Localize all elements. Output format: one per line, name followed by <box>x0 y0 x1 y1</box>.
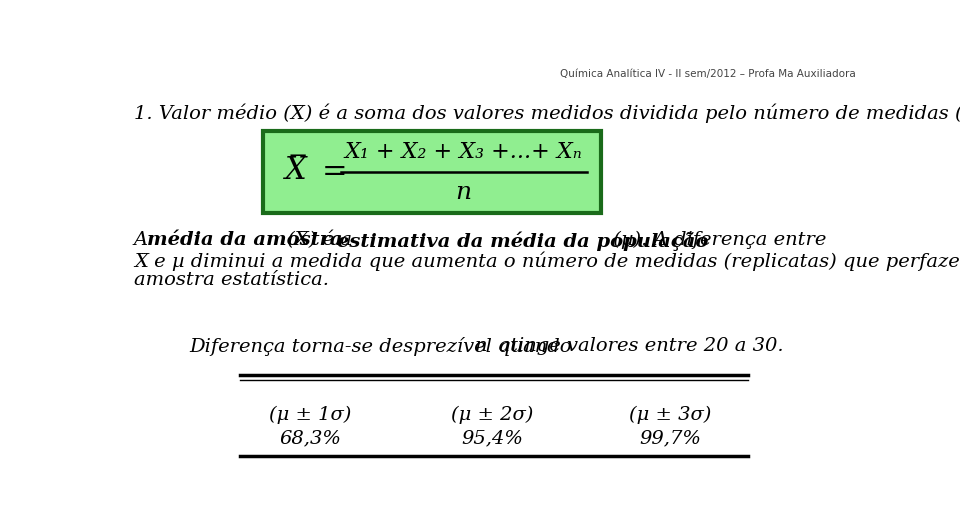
Text: (µ). A diferença entre: (µ). A diferença entre <box>607 231 826 249</box>
Text: n: n <box>475 337 488 355</box>
Text: média da amostra: média da amostra <box>147 231 343 249</box>
Text: Química Analítica IV - II sem/2012 – Profa Ma Auxiliadora: Química Analítica IV - II sem/2012 – Pro… <box>561 70 856 80</box>
Text: estimativa da média da população: estimativa da média da população <box>337 231 708 251</box>
Text: (X̅) é a: (X̅) é a <box>281 231 358 249</box>
Text: 99,7%: 99,7% <box>639 429 701 447</box>
Text: (μ ± 3σ): (μ ± 3σ) <box>629 406 711 424</box>
Text: 68,3%: 68,3% <box>279 429 341 447</box>
Text: n: n <box>456 181 471 204</box>
Text: amostra estatística.: amostra estatística. <box>134 271 329 289</box>
Text: Diferença torna-se desprezível quando: Diferença torna-se desprezível quando <box>190 337 579 356</box>
Text: =: = <box>322 157 348 188</box>
Text: atinge valores entre 20 a 30.: atinge valores entre 20 a 30. <box>486 337 783 355</box>
Text: (μ ± 1σ): (μ ± 1σ) <box>269 406 351 424</box>
FancyBboxPatch shape <box>263 131 601 213</box>
Text: A: A <box>134 231 155 249</box>
Text: X̅: X̅ <box>285 155 307 186</box>
Text: (μ ± 2σ): (μ ± 2σ) <box>451 406 533 424</box>
Text: 95,4%: 95,4% <box>461 429 523 447</box>
Text: 1. Valor médio (X̅) é a soma dos valores medidos dividida pelo número de medidas: 1. Valor médio (X̅) é a soma dos valores… <box>134 103 960 123</box>
Text: X̅ e µ diminui a medida que aumenta o número de medidas (replicatas) que perfaze: X̅ e µ diminui a medida que aumenta o nú… <box>134 251 960 271</box>
Text: X₁ + X₂ + X₃ +...+ Xₙ: X₁ + X₂ + X₃ +...+ Xₙ <box>345 141 583 163</box>
